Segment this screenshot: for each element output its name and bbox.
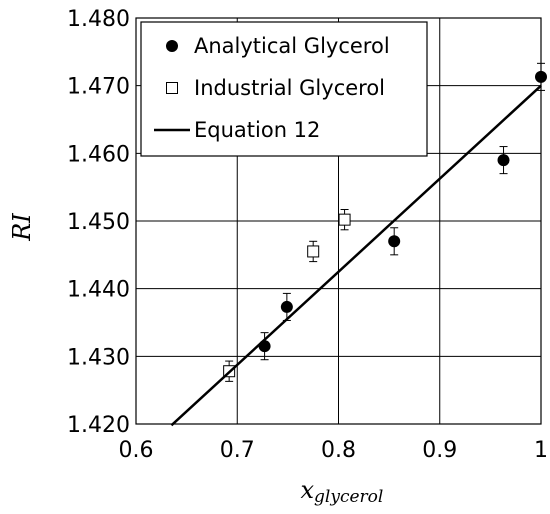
analytical-point-3 bbox=[497, 146, 510, 175]
y-tick-label-6: 1.480 bbox=[67, 7, 130, 32]
analytical-point-2 bbox=[388, 227, 401, 256]
legend-label-0: Analytical Glycerol bbox=[194, 34, 390, 58]
industrial-point-1 bbox=[307, 240, 320, 263]
x-tick-label-3: 0.9 bbox=[422, 438, 457, 463]
x-axis-label-subscript: glycerol bbox=[314, 487, 383, 507]
x-axis-label-main: x bbox=[301, 476, 315, 504]
y-tick-label-5: 1.470 bbox=[67, 75, 130, 100]
x-axis-label: xglycerol bbox=[301, 476, 384, 507]
marker-circle bbox=[535, 70, 547, 83]
y-tick-label-0: 1.420 bbox=[67, 413, 130, 438]
legend: Analytical Glycerol Industrial Glycerol Eq… bbox=[140, 21, 428, 157]
legend-label-2: Equation 12 bbox=[194, 118, 320, 142]
plot-area bbox=[170, 62, 547, 427]
tick-labels: 0.6 0.7 0.8 0.9 1 1.420 1.430 1.440 1.450 1.460 1.… bbox=[67, 7, 548, 463]
y-tick-label-3: 1.450 bbox=[67, 210, 130, 235]
y-tick-label-1: 1.430 bbox=[67, 345, 130, 370]
marker-square bbox=[338, 213, 351, 226]
analytical-point-1 bbox=[280, 292, 293, 321]
marker-circle bbox=[497, 154, 510, 167]
legend-circle-swatch bbox=[166, 40, 178, 52]
marker-square bbox=[307, 245, 320, 258]
legend-label-1: Industrial Glycerol bbox=[194, 76, 385, 100]
y-tick-label-4: 1.460 bbox=[67, 142, 130, 167]
y-axis-label: RI bbox=[8, 213, 36, 242]
x-tick-label-0: 0.6 bbox=[119, 438, 154, 463]
marker-circle bbox=[280, 300, 293, 313]
fit-line-equation-12 bbox=[170, 84, 542, 427]
analytical-point-4 bbox=[535, 62, 547, 91]
legend-box bbox=[140, 21, 428, 157]
plot-frame bbox=[135, 17, 542, 425]
legend-square-swatch bbox=[166, 82, 178, 94]
marker-circle bbox=[388, 235, 401, 248]
x-tick-label-1: 0.7 bbox=[220, 438, 255, 463]
x-tick-label-2: 0.8 bbox=[321, 438, 356, 463]
x-tick-label-4: 1 bbox=[534, 438, 548, 463]
industrial-point-2 bbox=[338, 208, 351, 231]
y-tick-label-2: 1.440 bbox=[67, 278, 130, 303]
